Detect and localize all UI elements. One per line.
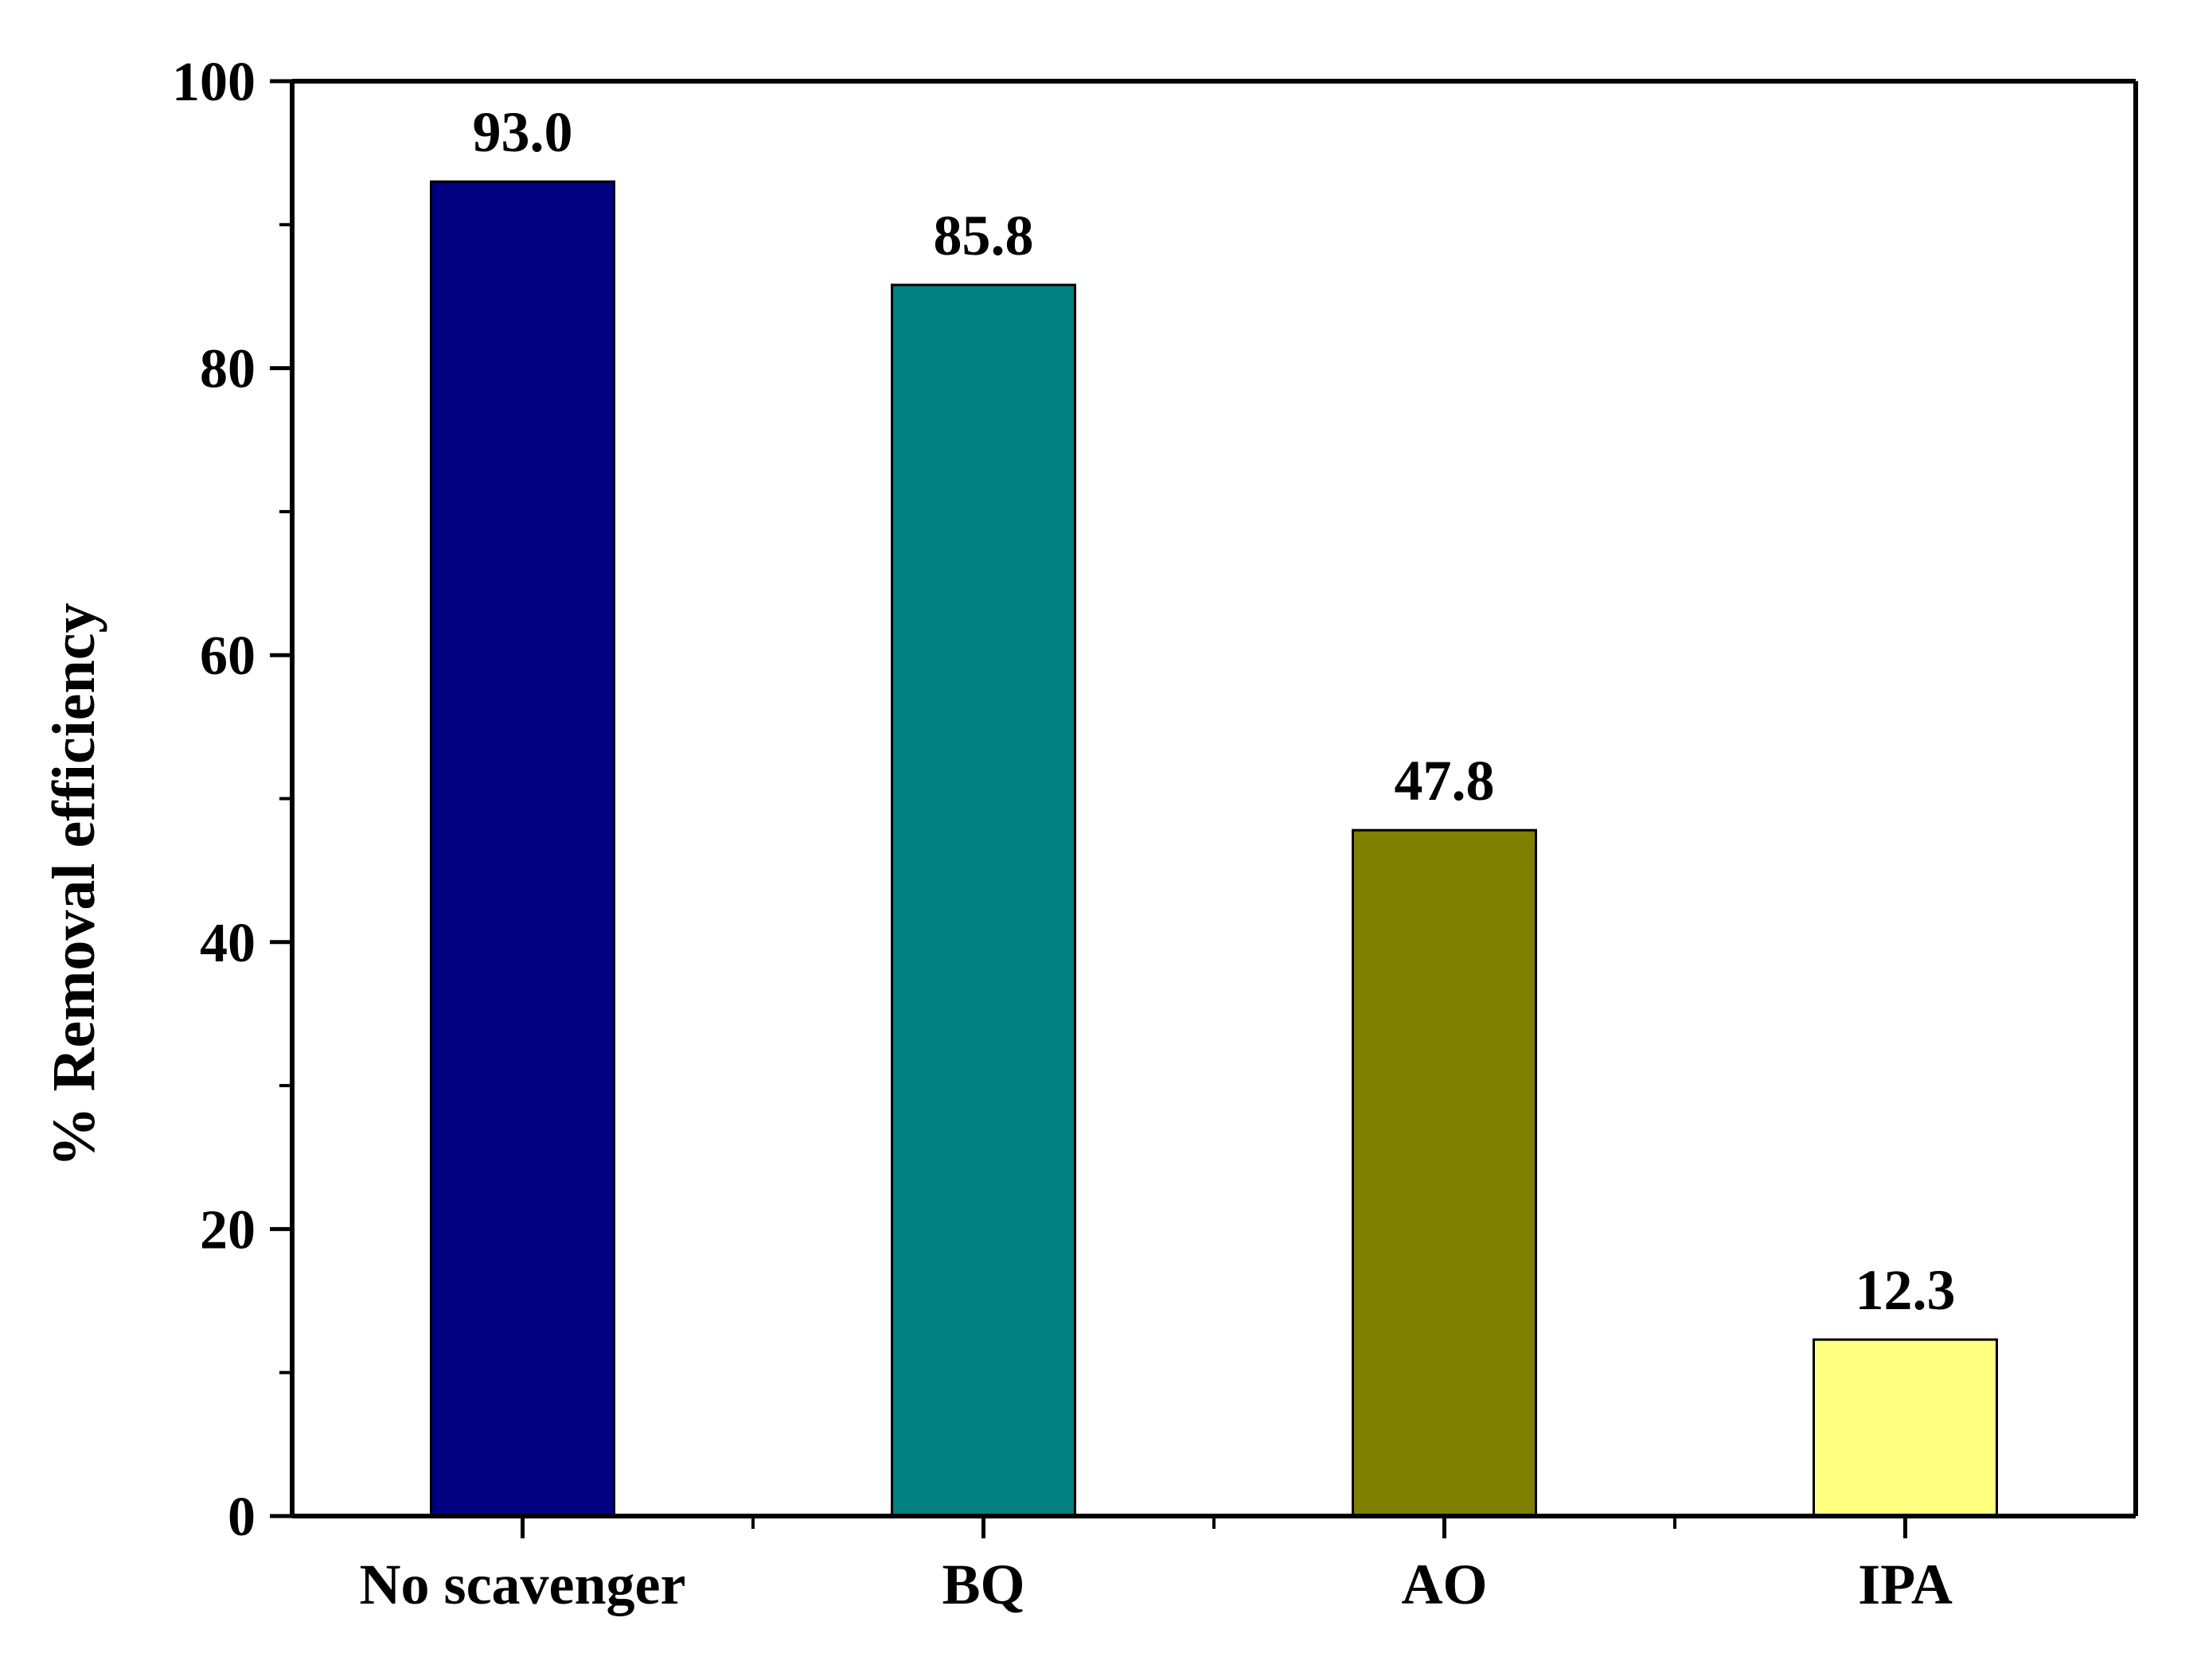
bar-ipa (1813, 1338, 1998, 1518)
category-label-no-scavenger: No scavenger (360, 1553, 686, 1616)
bar-ao (1352, 828, 1537, 1518)
value-label-bq: 85.8 (934, 204, 1034, 267)
category-label-ipa: IPA (1858, 1553, 1953, 1616)
y-tick-label: 20 (200, 1199, 256, 1261)
tick-labels-group: 0 20 40 60 80 100 (172, 52, 256, 1548)
y-tick-label: 60 (200, 626, 256, 687)
category-label-ao: AO (1402, 1553, 1488, 1616)
bar-no-scavenger (430, 180, 615, 1518)
category-label-bq: BQ (942, 1553, 1024, 1616)
y-tick-label: 0 (228, 1487, 256, 1548)
data-labels-group: 93.0 85.8 47.8 12.3 (473, 100, 1956, 1322)
value-label-ipa: 12.3 (1856, 1258, 1956, 1322)
y-tick-label: 100 (172, 52, 256, 113)
bars-group (430, 180, 1998, 1518)
value-label-ao: 47.8 (1395, 749, 1495, 813)
value-label-no-scavenger: 93.0 (473, 100, 573, 164)
ticks-group (270, 79, 1907, 1538)
category-labels-group: No scavenger BQ AO IPA (360, 1553, 1953, 1616)
bar-bq (891, 283, 1076, 1518)
y-tick-label: 80 (200, 339, 256, 400)
y-tick-label: 40 (200, 913, 256, 974)
y-axis-title: % Removal efficiency (41, 602, 107, 1167)
